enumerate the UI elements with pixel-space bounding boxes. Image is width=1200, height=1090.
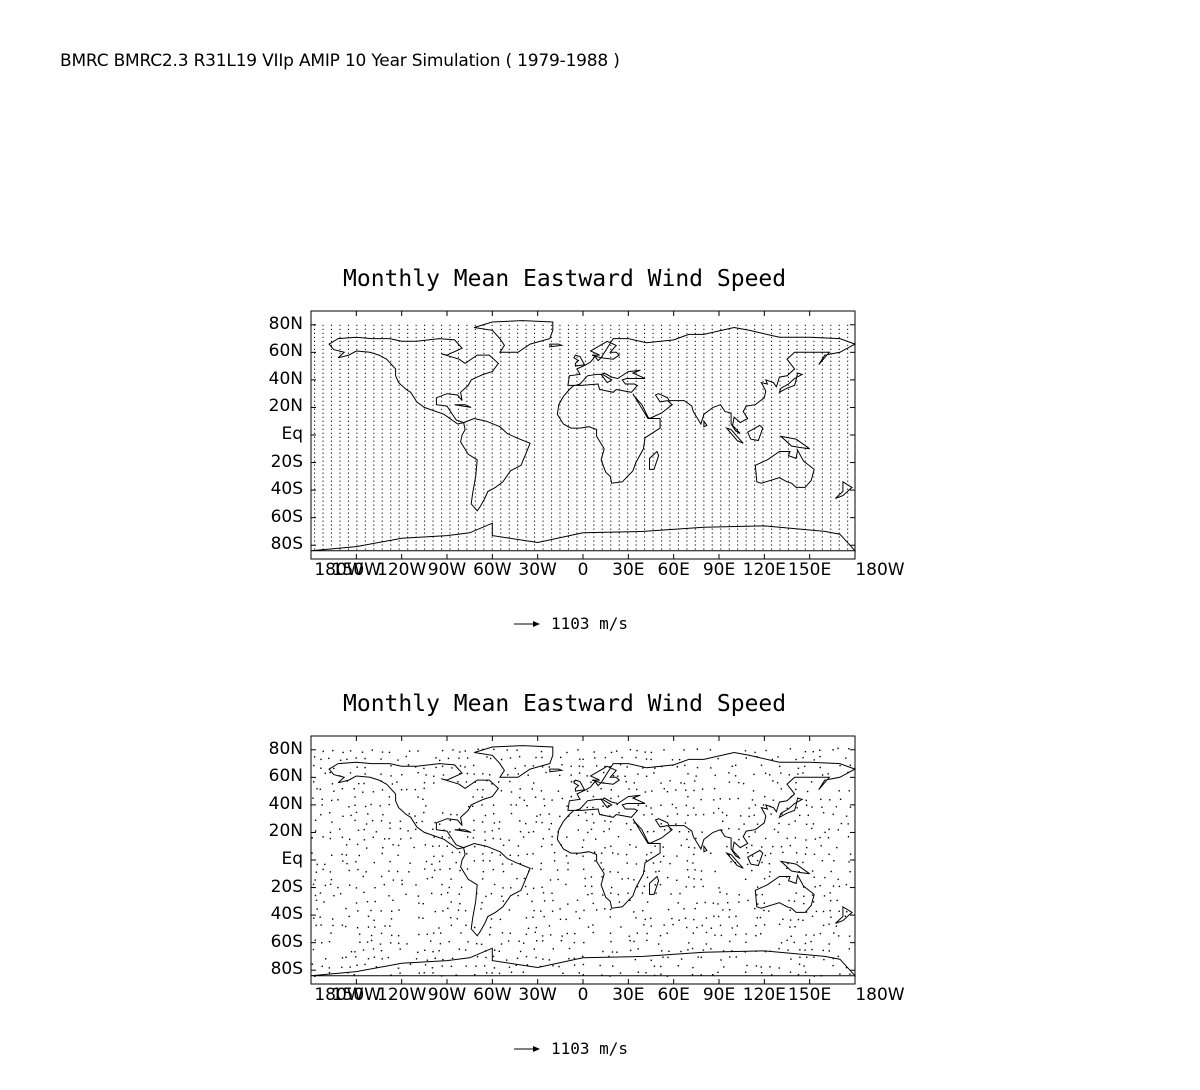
lat-tick-label: 60S (270, 506, 303, 527)
lon-tick-label: 90E (702, 560, 736, 580)
lat-tick-label: Eq (281, 849, 303, 869)
lon-tick-label: 180W (855, 985, 905, 1005)
lon-tick-label: 60E (657, 560, 690, 580)
reference-vector-label: 1103 m/s (551, 614, 629, 633)
lat-tick-label: 20S (270, 451, 303, 472)
map-title: Monthly Mean Eastward Wind Speed (343, 266, 787, 292)
coastline-great-britain (573, 779, 586, 792)
lon-tick-label: 180W (314, 985, 364, 1005)
coastline-eurasia-africa (556, 751, 857, 909)
world-map (310, 310, 857, 560)
lon-tick-label: 150E (788, 560, 832, 580)
coastline-new-zealand (835, 905, 853, 924)
coastline-sri-lanka (703, 844, 708, 853)
lat-tick-label: Eq (281, 424, 303, 444)
coastline-new-guinea (779, 435, 810, 450)
lon-tick-label: 60W (473, 560, 512, 580)
reference-vector: 1103 m/s (513, 614, 628, 633)
lon-tick-label: 90E (702, 985, 736, 1005)
coastline-sumatra (725, 427, 744, 444)
lat-tick-label: 40S (270, 904, 303, 925)
arrow-icon (514, 1045, 540, 1052)
lon-tick-label: 120E (742, 985, 786, 1005)
coastline-australia (754, 873, 815, 913)
map-frame (310, 310, 856, 560)
lon-tick-label: 120E (742, 560, 786, 580)
coastline-north-america (328, 761, 500, 850)
reference-vector-label: 1103 m/s (551, 1039, 629, 1058)
lat-tick-label: 20N (268, 821, 303, 842)
page-title: BMRC BMRC2.3 R31L19 VIIp AMIP 10 Year Si… (60, 51, 620, 71)
lat-tick-label: 20N (268, 396, 303, 417)
map-frame (310, 735, 856, 985)
coastline-cuba (454, 829, 472, 833)
coastline-japan (778, 372, 804, 394)
map-panel-2: Monthly Mean Eastward Wind Speed 80N 60N 4… (0, 687, 1200, 1087)
coastline-antarctica (310, 947, 857, 977)
coastline-greenland (474, 320, 554, 353)
lat-tick-label: 40S (270, 479, 303, 500)
coastline-north-america (328, 336, 500, 425)
coastline-japan (778, 797, 804, 819)
lon-tick-label: 90W (427, 985, 467, 1005)
lon-tick-label: 150E (788, 985, 832, 1005)
lon-tick-label: 30W (518, 985, 557, 1005)
map-panel-1: Monthly Mean Eastward Wind Speed 80N 60N 4… (0, 262, 1200, 662)
coastline-greenland (474, 745, 554, 778)
lon-tick-label: 60W (473, 985, 512, 1005)
lon-tick-label: 30E (612, 560, 645, 580)
lon-tick-label: 120W (377, 985, 427, 1005)
lon-tick-label: 120W (377, 560, 427, 580)
reference-vector: 1103 m/s (513, 1039, 628, 1058)
coastline-south-america (460, 417, 531, 512)
lat-tick-label: 60N (268, 341, 303, 362)
lon-tick-label: 30E (612, 985, 645, 1005)
lon-tick-label: 0 (577, 985, 589, 1005)
coastline-antarctica (310, 522, 857, 552)
coastline-sri-lanka (703, 419, 708, 428)
map-title: Monthly Mean Eastward Wind Speed (343, 691, 787, 717)
lon-tick-label: 150W (331, 985, 381, 1005)
coastline-great-britain (573, 354, 586, 367)
wind-vectors (314, 324, 849, 550)
lon-tick-label: 90W (427, 560, 467, 580)
coastline-borneo (747, 424, 764, 442)
lon-tick-label: 180W (855, 560, 905, 580)
coastline-cuba (454, 404, 472, 408)
lon-tick-label: 60E (657, 985, 690, 1005)
wind-vectors (311, 747, 852, 977)
lat-tick-label: 40N (268, 793, 303, 814)
coastline-south-america (460, 842, 531, 937)
coastline-new-guinea (779, 860, 810, 875)
lon-tick-label: 150W (331, 560, 381, 580)
world-map (310, 735, 857, 985)
coastline-iceland (549, 343, 564, 348)
coastline-iceland (549, 768, 564, 773)
lat-tick-label: 40N (268, 368, 303, 389)
lat-tick-label: 60S (270, 931, 303, 952)
lat-tick-label: 80S (270, 534, 303, 555)
coastline-new-zealand (835, 480, 853, 499)
lon-tick-label: 30W (518, 560, 557, 580)
lat-tick-label: 20S (270, 876, 303, 897)
lat-tick-label: 60N (268, 766, 303, 787)
coastline-madagascar (649, 875, 660, 895)
arrow-icon (514, 620, 540, 627)
lat-tick-label: 80N (268, 738, 303, 759)
coastline-australia (754, 448, 815, 488)
lon-tick-label: 0 (577, 560, 589, 580)
coastline-sumatra (725, 852, 744, 869)
coastline-eurasia-africa (556, 326, 857, 484)
coastline-madagascar (649, 450, 660, 470)
coastline-borneo (747, 849, 764, 867)
lat-tick-label: 80S (270, 959, 303, 980)
lon-tick-label: 180W (314, 560, 364, 580)
lat-tick-label: 80N (268, 313, 303, 334)
